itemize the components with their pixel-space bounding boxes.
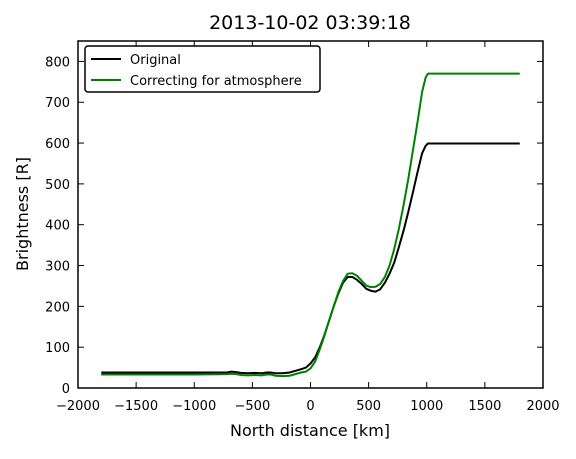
x-tick-label: 1000 [410,399,443,414]
y-tick-label: 200 [45,300,70,315]
y-tick-label: 800 [45,55,70,70]
plot-area: −2000 −1500 −1000 −500 0 500 1000 1500 2000 0 100 2… [45,40,560,414]
x-tick-label: 0 [306,399,314,414]
x-tick-label: 1500 [468,399,501,414]
axes-frame [77,40,544,389]
y-tick-label: 100 [45,341,70,356]
y-tick-label: 0 [62,382,70,397]
x-tick-label: −1000 [172,399,216,414]
series-line-1 [101,72,520,378]
x-tick-label: −2000 [56,399,100,414]
x-tick-label: −1500 [114,399,158,414]
x-tick-label: 2000 [526,399,559,414]
y-tick-label: 500 [45,178,70,193]
y-tick-label: 700 [45,96,70,111]
y-tick-label: 300 [45,260,70,275]
chart-title: 2013-10-02 03:39:18 [209,12,411,34]
y-tick-label: 600 [45,137,70,152]
x-tick-label: 500 [356,399,381,414]
series-line-0 [101,142,520,375]
x-tick-label: −500 [235,399,271,414]
legend-label-1: Correcting for atmosphere [130,74,302,89]
legend-box [84,45,321,93]
y-tick-label: 400 [45,219,70,234]
y-axis-title: Brightness [R] [13,157,32,271]
legend-label-0: Original [130,53,181,68]
x-axis-title: North distance [km] [230,421,390,440]
